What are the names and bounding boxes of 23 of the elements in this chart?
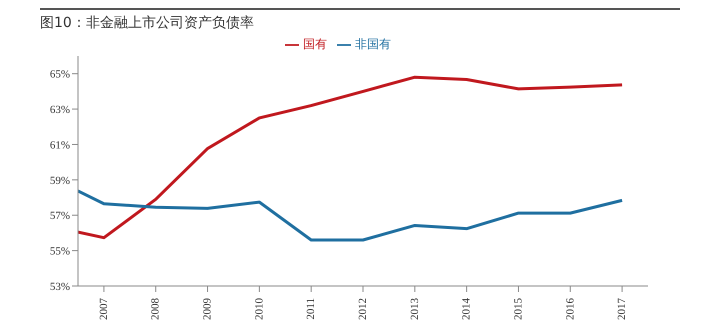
chart-title: 图10：非金融上市公司资产负债率	[40, 8, 680, 32]
x-tick-label: 2010	[253, 298, 266, 320]
y-tick-label: 53%	[50, 280, 70, 293]
x-tick-label: 2015	[512, 298, 524, 320]
y-tick-label: 65%	[50, 68, 70, 81]
x-tick-label: 2009	[202, 298, 214, 320]
y-tick-label: 55%	[50, 246, 70, 258]
legend-label: 国有	[303, 37, 327, 51]
x-tick-label: 2017	[616, 298, 628, 320]
y-tick-label: 59%	[50, 174, 70, 187]
x-tick-label: 2014	[460, 298, 473, 320]
line-series	[78, 76, 624, 240]
x-tick-label: 2008	[150, 298, 162, 320]
y-tick-label: 61%	[50, 139, 70, 152]
x-tick-label: 2012	[357, 298, 369, 320]
legend-label: 非国有	[355, 37, 391, 51]
x-tick-label: 2013	[408, 298, 421, 320]
y-tick-label: 57%	[50, 210, 70, 222]
x-tick-label: 2007	[98, 298, 110, 320]
line-series	[78, 189, 624, 242]
y-tick-label: 63%	[50, 104, 70, 116]
x-tick-label: 2011	[305, 298, 318, 320]
x-tick-label: 2016	[564, 298, 576, 320]
